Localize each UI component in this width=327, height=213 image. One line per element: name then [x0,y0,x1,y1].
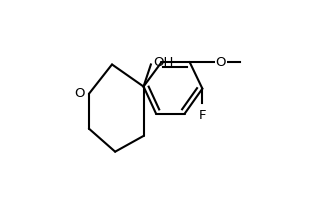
Text: O: O [74,87,85,100]
Text: OH: OH [153,56,173,69]
Text: F: F [198,109,206,122]
Text: O: O [215,56,226,69]
